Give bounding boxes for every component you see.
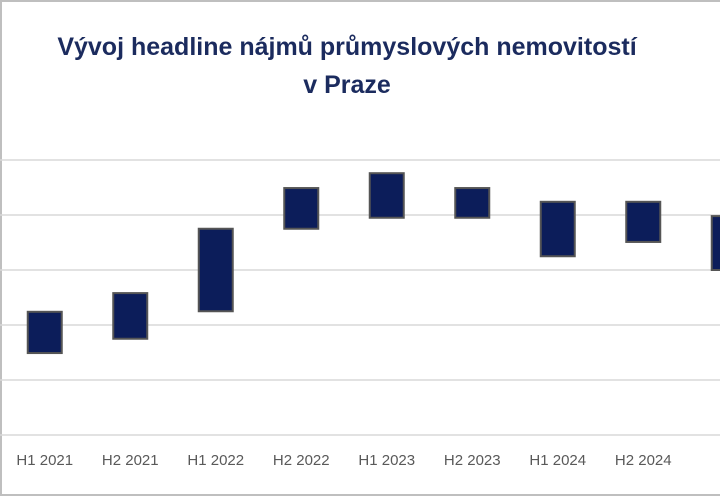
bar	[454, 187, 491, 219]
x-tick-label: H2 2023	[444, 452, 501, 469]
x-tick-label: H1 2021	[16, 452, 73, 469]
bar	[539, 200, 576, 258]
x-tick-label: H2 2022	[273, 452, 330, 469]
bar	[710, 215, 720, 272]
x-tick-label: H2 2024	[615, 452, 672, 469]
x-tick-label: H1 2023	[358, 452, 415, 469]
chart-title: Vývoj headline nájmů průmyslových nemovi…	[57, 33, 637, 99]
bar	[197, 227, 234, 313]
x-tick-label: H1 2022	[187, 452, 244, 469]
bar	[112, 292, 149, 340]
bar	[625, 200, 662, 243]
x-tick-label: H2 2021	[102, 452, 159, 469]
bar	[283, 187, 320, 230]
x-tick-label: H1 2024	[529, 452, 586, 469]
bar	[368, 172, 405, 219]
bar	[26, 310, 63, 355]
